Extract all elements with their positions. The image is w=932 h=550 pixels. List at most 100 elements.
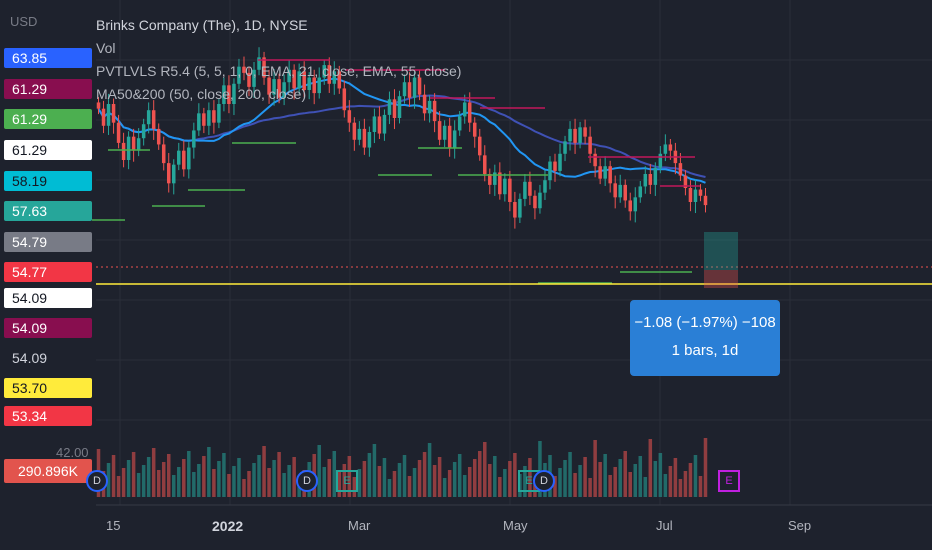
candle-body: [447, 125, 452, 148]
volume-bar: [462, 475, 467, 497]
price-tag: 61.29: [4, 79, 92, 99]
candle-body: [533, 195, 537, 209]
volume-bar: [126, 460, 131, 497]
price-tag: 61.29: [4, 140, 92, 160]
volume-bar: [407, 476, 412, 497]
volume-bar: [553, 476, 557, 497]
dividend-marker[interactable]: D: [533, 470, 555, 492]
volume-bar: [437, 457, 442, 497]
volume-bar: [192, 472, 196, 497]
candle-body: [663, 144, 668, 154]
candle-body: [653, 167, 658, 185]
volume-bar: [387, 479, 392, 497]
price-tag: 54.77: [4, 262, 92, 282]
volume-bar: [668, 466, 673, 497]
candle-body: [146, 110, 151, 125]
x-tick-label: Jul: [656, 518, 673, 533]
volume-bar: [352, 477, 357, 497]
candle-body: [633, 197, 638, 212]
candle-body: [558, 153, 562, 171]
volume-bar: [171, 475, 176, 497]
volume-bar: [598, 462, 602, 497]
volume-bar: [212, 469, 216, 497]
currency-label: USD: [10, 14, 38, 29]
indicator-volume[interactable]: Vol: [96, 40, 116, 56]
volume-bar: [648, 439, 653, 497]
volume-bar: [432, 465, 437, 497]
volume-bar: [457, 454, 462, 497]
candle-body: [362, 128, 367, 148]
candle-body: [197, 113, 201, 131]
ma200-line: [97, 94, 706, 178]
candle-body: [442, 125, 447, 140]
volume-bar: [332, 451, 337, 497]
volume-bar: [161, 462, 166, 497]
dividend-marker[interactable]: D: [86, 470, 108, 492]
candle-body: [252, 69, 256, 87]
volume-bar: [277, 452, 281, 497]
candle-body: [347, 110, 352, 123]
price-tag: 57.63: [4, 201, 92, 221]
volume-bar: [628, 472, 633, 497]
candle-body: [583, 127, 587, 137]
candle-body: [372, 116, 377, 132]
symbol-title[interactable]: Brinks Company (The), 1D, NYSE: [96, 17, 308, 33]
volume-bar: [392, 471, 397, 497]
volume-bar: [237, 458, 241, 497]
candle-body: [698, 189, 703, 196]
price-tag: 54.09: [4, 348, 92, 368]
candle-body: [136, 138, 141, 151]
volume-bar: [262, 446, 266, 497]
volume-bar: [698, 476, 703, 497]
candle-body: [432, 100, 437, 122]
volume-bar: [638, 456, 643, 497]
volume-bar: [578, 465, 582, 497]
candle-body: [171, 164, 176, 184]
candle-body: [267, 77, 271, 95]
candle-body: [462, 102, 467, 117]
price-tag: 53.34: [4, 406, 92, 426]
earnings-marker[interactable]: E: [336, 470, 358, 492]
candle-body: [457, 116, 462, 131]
volume-bar: [382, 458, 387, 497]
volume-bar: [688, 463, 693, 497]
indicator-pivot-levels[interactable]: PVTLVLS R5.4 (5, 5, 1, 0, EMA, 21, close…: [96, 63, 462, 79]
candle-body: [508, 178, 512, 202]
candle-body: [96, 102, 101, 109]
volume-bar: [377, 466, 382, 497]
candle-body: [247, 72, 251, 87]
volume-bar: [618, 459, 622, 497]
candle-body: [352, 122, 357, 140]
candle-body: [603, 166, 607, 179]
candle-body: [382, 114, 387, 134]
candle-body: [282, 82, 286, 98]
volume-bar: [267, 468, 271, 497]
volume-bar: [217, 461, 221, 497]
dividend-marker[interactable]: D: [296, 470, 318, 492]
candle-body: [106, 104, 111, 126]
volume-bar: [452, 462, 457, 497]
volume-bar: [493, 456, 497, 497]
candle-body: [101, 108, 106, 126]
candle-body: [518, 198, 522, 218]
candle-body: [538, 192, 542, 209]
volume-bar: [623, 451, 627, 497]
indicator-moving-averages[interactable]: MA50&200 (50, close, 200, close): [96, 86, 307, 102]
candle-body: [187, 147, 191, 170]
candle-body: [202, 113, 206, 126]
x-tick-label: Sep: [788, 518, 812, 533]
upcoming-earnings-marker[interactable]: E: [718, 470, 740, 492]
candle-body: [693, 189, 698, 202]
volume-bar: [402, 455, 407, 497]
x-tick-label: May: [503, 518, 528, 533]
measure-change: −1.08 (−1.97%) −108: [634, 314, 776, 331]
price-tag: 58.19: [4, 171, 92, 191]
x-tick-label: 15: [106, 518, 121, 533]
volume-bar: [412, 468, 417, 497]
candle-body: [488, 174, 492, 185]
candle-body: [317, 77, 321, 94]
chart-legend: Brinks Company (The), 1D, NYSE Vol PVTLV…: [96, 14, 461, 106]
candle-body: [161, 144, 166, 164]
candle-body: [452, 130, 457, 148]
